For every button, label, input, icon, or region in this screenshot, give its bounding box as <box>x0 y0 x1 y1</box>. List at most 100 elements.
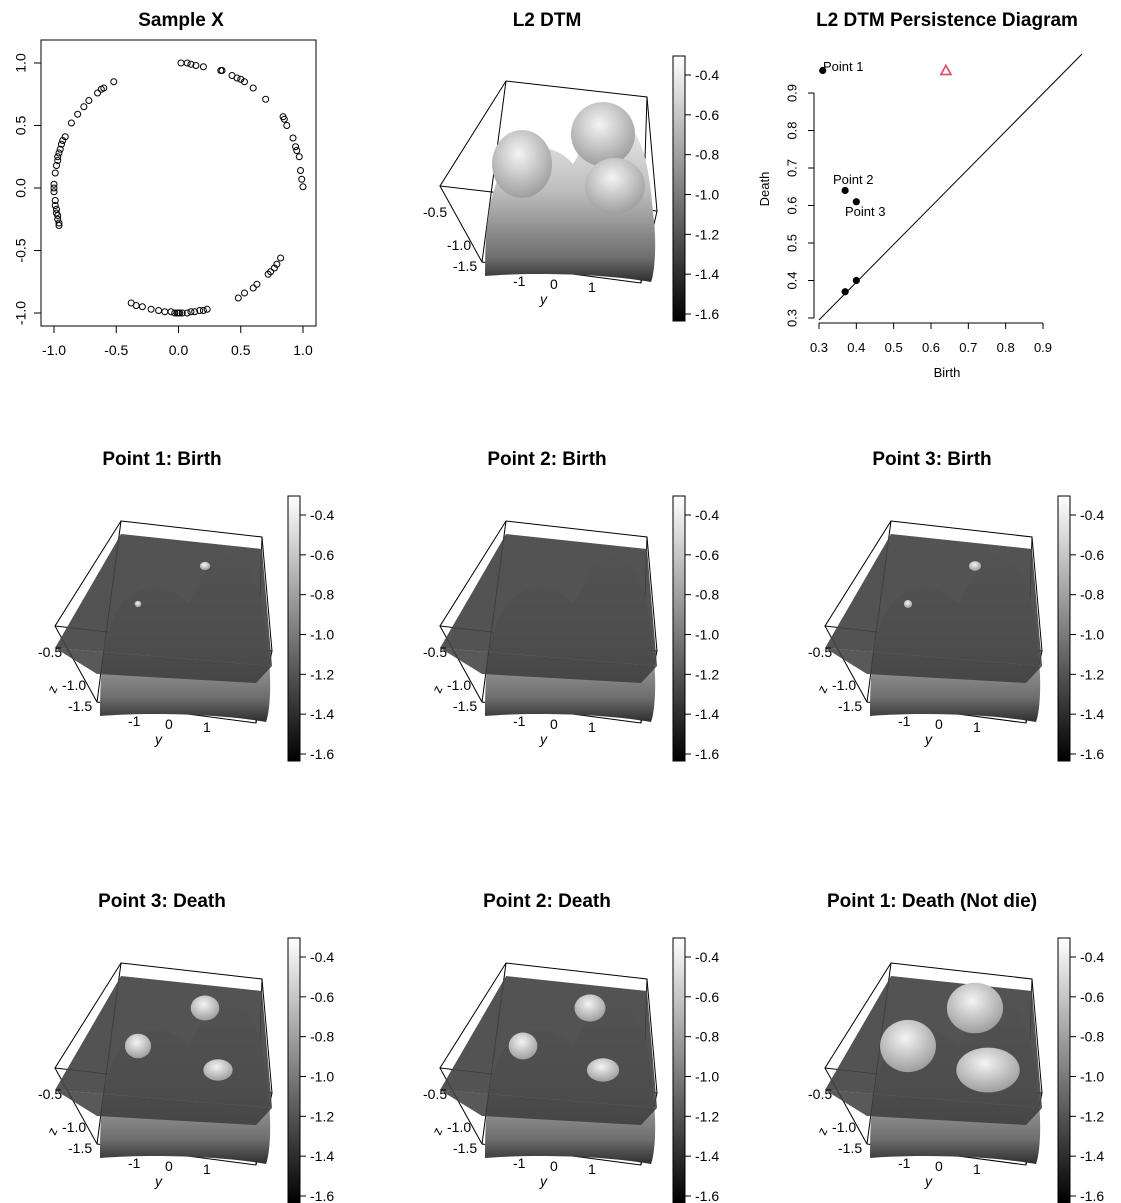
x-tick-label: 0.8 <box>997 340 1015 355</box>
dtm-surface <box>440 534 657 722</box>
data-point <box>97 85 105 93</box>
persistence-point <box>852 198 860 206</box>
panel-surface-5: Point 3: Birth -0.4 -0.6 -0.8 -1.0 -1.2 -1.4 -1… <box>808 449 1104 762</box>
colorbar-tick-label: -0.8 <box>1080 587 1104 603</box>
data-point <box>233 74 241 82</box>
z-tick-label: -1.0 <box>447 237 471 253</box>
panel-surface-3: Point 1: Birth -0.4 -0.6 -0.8 -1.0 -1.2 -1.4 -1… <box>38 449 334 762</box>
y-tick-label: -1 <box>128 713 141 729</box>
peak-left <box>508 1032 538 1060</box>
axis-ticks: -0.5 -1.0 -1.5 -1 0 1 y z <box>423 1086 596 1189</box>
z-tick-label: -1.0 <box>62 1119 86 1135</box>
plane-front-strip <box>825 1090 1042 1125</box>
chart-title: Sample X <box>138 10 224 31</box>
x-tick-label: 0.5 <box>231 342 251 358</box>
y-tick-label: 1 <box>973 1161 981 1177</box>
dtm-surface <box>440 976 657 1164</box>
colorbar-gradient <box>287 937 301 1203</box>
peak-right <box>203 1059 233 1081</box>
colorbar-tick-label: -1.2 <box>1080 1108 1104 1124</box>
colorbar: -0.4 -0.6 -0.8 -1.0 -1.2 -1.4 -1.6 <box>1057 937 1104 1203</box>
data-point <box>51 169 59 177</box>
z-axis-label: z <box>44 1125 60 1137</box>
chart-title: Point 1: Birth <box>102 449 221 470</box>
colorbar-gradient <box>287 495 301 762</box>
data-point <box>283 122 291 129</box>
colorbar-tick-label: -1.0 <box>695 627 719 643</box>
y-tick-label: -1.0 <box>13 301 29 325</box>
z-tick-label: -0.5 <box>38 1086 62 1102</box>
data-point <box>51 202 59 209</box>
z-tick-label: -0.5 <box>423 644 447 660</box>
x-tick-label: -1.0 <box>42 342 66 358</box>
data-point <box>110 78 118 86</box>
y-tick-label: -0.5 <box>13 238 29 262</box>
data-point <box>55 149 63 157</box>
y-tick-label: -1 <box>898 713 911 729</box>
data-point <box>54 215 62 223</box>
y-tick-label: 1 <box>203 719 211 735</box>
data-point <box>187 60 195 68</box>
colorbar-tick-label: -1.6 <box>695 746 719 762</box>
colorbar-tick-label: -0.8 <box>310 1029 334 1045</box>
data-point <box>253 280 261 288</box>
data-point <box>50 180 58 188</box>
colorbar-tick-label: -0.4 <box>1080 949 1104 965</box>
colorbar-tick-label: -1.4 <box>1080 706 1104 722</box>
peak-left <box>880 1019 936 1073</box>
data-point <box>218 67 226 74</box>
colorbar-tick-label: -1.2 <box>1080 666 1104 682</box>
data-point <box>177 59 185 67</box>
colorbar-tick-label: -0.4 <box>695 949 719 965</box>
point-label: Point 2 <box>833 172 873 187</box>
colorbar-tick-label: -1.6 <box>310 1188 334 1203</box>
peak-left <box>134 600 142 608</box>
y-tick-label: 0.9 <box>784 84 799 102</box>
peak-top <box>946 982 1004 1034</box>
z-tick-label: -1.5 <box>68 1140 92 1156</box>
y-axis-label: y <box>154 731 163 747</box>
peak-left <box>903 600 913 608</box>
peaks-above-threshold <box>508 994 620 1082</box>
data-point <box>59 137 67 144</box>
data-point <box>178 309 186 317</box>
threshold-plane <box>55 534 272 666</box>
x-tick-label: 0.5 <box>885 340 903 355</box>
colorbar-tick-label: -0.8 <box>695 1029 719 1045</box>
data-point <box>199 63 207 71</box>
plane-front-strip <box>440 648 657 683</box>
axis-ticks: -0.5 -1.0 -1.5 -1 0 1 y z <box>38 1086 211 1189</box>
colorbar-tick-label: -0.6 <box>310 547 334 563</box>
x-tick-label: 0.4 <box>847 340 865 355</box>
y-tick-label: -1 <box>898 1155 911 1171</box>
point-label: Point 3 <box>845 204 885 219</box>
colorbar: -0.4 -0.6 -0.8 -1.0 -1.2 -1.4 -1.6 <box>287 937 334 1203</box>
persistence-point <box>819 66 827 75</box>
y-axis-label: y <box>539 291 548 307</box>
dtm-surface <box>55 976 272 1164</box>
panel-persistence-diagram: L2 DTM Persistence Diagram 0.3 0.4 0.5 0.6 0… <box>757 10 1083 380</box>
chart-title: Point 3: Birth <box>872 449 991 470</box>
colorbar-tick-label: -0.4 <box>310 507 334 523</box>
colorbar-tick-label: -0.6 <box>695 547 719 563</box>
panel-surface-6: Point 3: Death -0.4 -0.6 -0.8 -1.0 -1.2 -1.4 -1… <box>38 891 334 1203</box>
colorbar-tick-label: -1.2 <box>695 226 719 242</box>
data-point <box>191 308 199 316</box>
colorbar-tick-label: -1.0 <box>1080 1069 1104 1085</box>
colorbar-tick-label: -1.4 <box>695 1148 719 1164</box>
colorbar-gradient <box>672 937 686 1203</box>
colorbar: -0.4 -0.6 -0.8 -1.0 -1.2 -1.4 -1.6 <box>287 495 334 762</box>
x-tick-label: 0.6 <box>922 340 940 355</box>
z-tick-label: -1.0 <box>447 1119 471 1135</box>
y-axis-label: y <box>924 1173 933 1189</box>
colorbar-tick-label: -1.2 <box>695 666 719 682</box>
y-tick-label: 0 <box>935 1158 943 1174</box>
panel-l2-dtm: L2 DTM <box>513 10 582 31</box>
colorbar-gradient <box>672 495 686 762</box>
data-point <box>55 222 63 229</box>
panel-sample-x: Sample X -1.0 -0.5 0.0 0.5 1.0 -1.0 -0.5 0.0 0.5… <box>13 10 317 358</box>
z-tick-label: -0.5 <box>808 1086 832 1102</box>
plot-frame <box>40 39 317 327</box>
z-tick-label: -0.5 <box>808 644 832 660</box>
